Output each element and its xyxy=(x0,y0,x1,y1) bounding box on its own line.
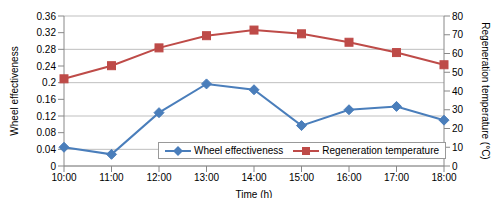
svg-text:18:00: 18:00 xyxy=(431,172,456,183)
svg-text:11:00: 11:00 xyxy=(99,172,124,183)
svg-text:13:00: 13:00 xyxy=(194,172,219,183)
svg-text:16:00: 16:00 xyxy=(336,172,361,183)
svg-text:0.2: 0.2 xyxy=(42,77,56,88)
svg-text:Regeneration temperature (°C): Regeneration temperature (°C) xyxy=(480,22,491,159)
svg-text:80: 80 xyxy=(452,11,464,22)
svg-text:40: 40 xyxy=(452,86,464,97)
svg-text:10: 10 xyxy=(452,142,464,153)
svg-text:60: 60 xyxy=(452,48,464,59)
svg-text:0.36: 0.36 xyxy=(37,11,57,22)
svg-text:20: 20 xyxy=(452,123,464,134)
svg-text:0.12: 0.12 xyxy=(37,111,57,122)
svg-text:0.24: 0.24 xyxy=(37,61,57,72)
svg-text:0: 0 xyxy=(50,161,56,172)
svg-text:Time (h): Time (h) xyxy=(236,189,273,198)
svg-text:0: 0 xyxy=(452,161,458,172)
svg-text:0.04: 0.04 xyxy=(37,144,57,155)
svg-text:12:00: 12:00 xyxy=(146,172,171,183)
svg-text:0.32: 0.32 xyxy=(37,27,57,38)
svg-text:Wheel effectiveness: Wheel effectiveness xyxy=(9,46,20,135)
svg-text:15:00: 15:00 xyxy=(289,172,314,183)
svg-text:70: 70 xyxy=(452,29,464,40)
svg-text:10:00: 10:00 xyxy=(51,172,76,183)
svg-text:30: 30 xyxy=(452,104,464,115)
svg-text:14:00: 14:00 xyxy=(241,172,266,183)
html-text:Regeneration temperature: Regeneration temperature xyxy=(322,145,440,156)
svg-text:0.28: 0.28 xyxy=(37,44,57,55)
svg-text:50: 50 xyxy=(452,67,464,78)
svg-text:0.08: 0.08 xyxy=(37,127,57,138)
svg-text:17:00: 17:00 xyxy=(384,172,409,183)
html-text:Wheel effectiveness: Wheel effectiveness xyxy=(194,145,284,156)
svg-text:0.16: 0.16 xyxy=(37,94,57,105)
